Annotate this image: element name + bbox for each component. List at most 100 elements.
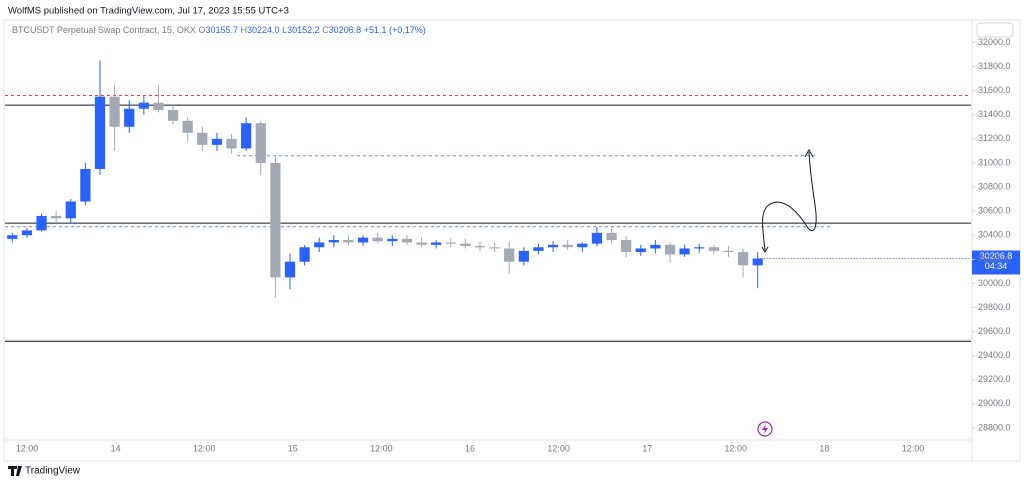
candle-body: [153, 102, 164, 110]
candle-body: [241, 123, 252, 149]
legend-value: 30152.2: [287, 25, 320, 35]
chart-frame: [3, 19, 1021, 462]
candle-body: [36, 215, 47, 231]
candle-body: [518, 250, 529, 262]
candle-body: [474, 246, 486, 248]
candle-body: [737, 252, 749, 266]
y-tick-label: 30200.0: [978, 254, 1011, 264]
legend-key: O: [198, 25, 205, 35]
candle-body: [343, 240, 354, 243]
candle-body: [752, 258, 763, 266]
x-tick-label: 12:00: [902, 443, 925, 453]
candle-body: [109, 96, 120, 127]
candle-body: [387, 238, 398, 242]
drawing-path: [762, 151, 817, 251]
y-tick-label: 31200.0: [978, 133, 1011, 143]
candle-body: [7, 235, 18, 239]
legend-symbol: BTCUSDT Perpetual Swap Contract, 15, OKX: [12, 25, 196, 35]
y-tick-label: 31000.0: [978, 157, 1011, 167]
candle-body: [270, 162, 281, 278]
plot-area: [5, 60, 971, 342]
legend-change: +51.1 (+0.17%): [364, 25, 426, 35]
legend: BTCUSDT Perpetual Swap Contract, 15, OKX…: [12, 25, 426, 35]
candle-body: [606, 232, 617, 241]
candle-body: [679, 248, 690, 255]
candle-body: [445, 242, 456, 244]
last-price-label: 30206.8: [980, 251, 1013, 261]
x-tick-label: 16: [465, 443, 475, 453]
y-tick-label: 31800.0: [978, 61, 1011, 71]
candle-body: [577, 243, 588, 248]
candle-body: [357, 237, 369, 243]
y-tick-label: 31400.0: [978, 109, 1011, 119]
x-tick-label: 12:00: [725, 443, 748, 453]
y-tick-label: 29600.0: [978, 326, 1011, 336]
candle-body: [94, 96, 106, 169]
x-tick-label: 12:00: [193, 443, 216, 453]
y-tick-label: 31600.0: [978, 85, 1011, 95]
candle-body: [431, 242, 442, 245]
candle-body: [226, 138, 237, 149]
candle-body: [372, 237, 383, 242]
legend-key: L: [282, 25, 287, 35]
candle-body: [182, 120, 193, 133]
candle-body: [65, 201, 76, 219]
y-tick-label: 28800.0: [978, 422, 1011, 432]
last-price-box: [972, 250, 1020, 275]
legend-key: H: [241, 25, 248, 35]
candle-body: [547, 244, 559, 248]
candle-body: [138, 102, 149, 109]
candle-body: [328, 240, 339, 243]
events-icon-bolt: [762, 424, 768, 434]
y-tick-label: 32000.0: [978, 37, 1011, 47]
candle-body: [562, 244, 573, 248]
y-tick-label: 29400.0: [978, 350, 1011, 360]
y-tick-label: 29200.0: [978, 374, 1011, 384]
candle-body: [167, 109, 179, 121]
y-tick-label: 30400.0: [978, 230, 1011, 240]
y-tick-label: 30600.0: [978, 205, 1011, 215]
candle-body: [694, 247, 705, 249]
candle-body: [51, 215, 62, 219]
x-tick-label: 18: [819, 443, 829, 453]
legend-value: 30206.8: [329, 25, 362, 35]
candle-body: [708, 247, 719, 251]
y-tick-label: 29000.0: [978, 398, 1011, 408]
legend-value: 30155.7: [205, 25, 238, 35]
drawing-arrowhead: [804, 148, 814, 158]
candle-body: [533, 247, 544, 251]
candle-body: [284, 261, 296, 278]
candle-body: [591, 232, 603, 244]
candle-body: [299, 247, 310, 262]
logo-mark: [8, 466, 22, 476]
x-tick-label: 12:00: [547, 443, 570, 453]
candle-body: [635, 248, 646, 253]
legend-value: 30224.0: [247, 25, 280, 35]
x-tick-label: 17: [642, 443, 652, 453]
candle-body: [650, 244, 661, 249]
legend-text: BTCUSDT Perpetual Swap Contract, 15, OKX…: [12, 25, 426, 35]
candle-body: [401, 238, 413, 243]
candle-body: [416, 242, 427, 245]
scale-button[interactable]: [976, 22, 1014, 38]
footer-brand: TradingView: [25, 466, 81, 477]
candle-body: [489, 247, 500, 249]
candle-body: [664, 244, 676, 255]
y-tick-label: 29800.0: [978, 302, 1011, 312]
candle-body: [255, 123, 266, 163]
candle-body: [124, 108, 135, 127]
x-tick-label: 12:00: [370, 443, 393, 453]
candle-body: [504, 248, 515, 262]
candle-body: [21, 230, 33, 236]
candle-body: [80, 168, 91, 202]
legend-key: C: [322, 25, 329, 35]
countdown-label: 04:34: [985, 261, 1008, 271]
candle-body: [314, 242, 325, 248]
candle-body: [197, 132, 208, 145]
y-tick-label: 30800.0: [978, 181, 1011, 191]
publish-header: WolfMS published on TradingView.com, Jul…: [8, 6, 289, 17]
candle-body: [460, 243, 471, 247]
candle-body: [211, 138, 223, 145]
candle-body: [621, 240, 632, 253]
